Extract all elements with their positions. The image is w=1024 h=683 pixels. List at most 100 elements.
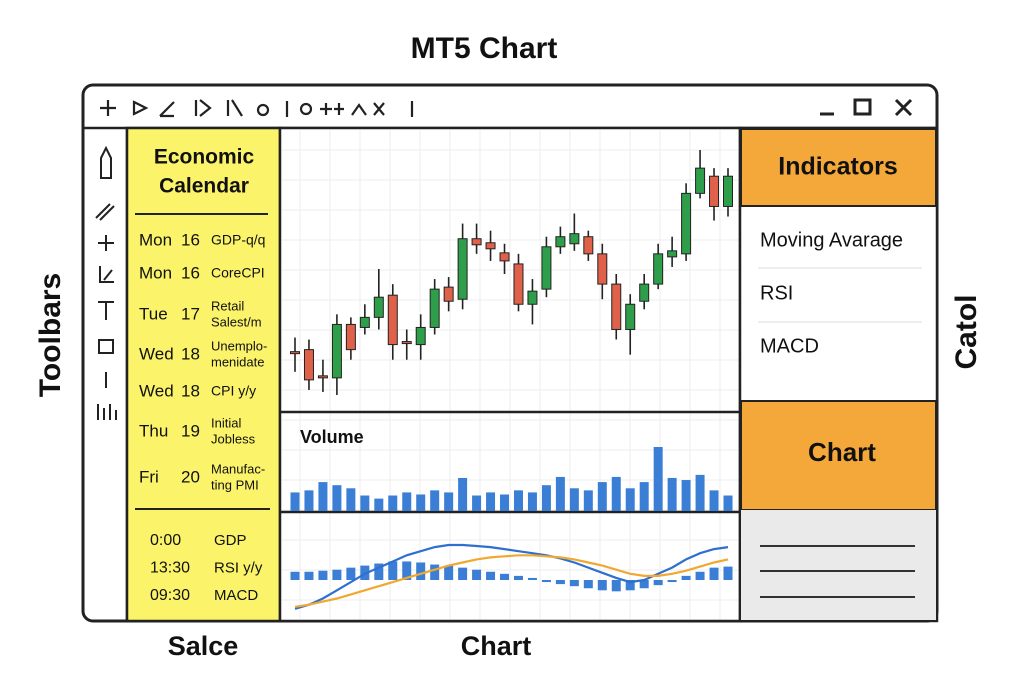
time: 0:00: [150, 532, 181, 549]
candle-body: [429, 288, 440, 328]
volume-bar: [653, 447, 663, 511]
calendar-panel: [125, 126, 282, 623]
candle-body: [499, 252, 510, 262]
macd-bar: [723, 566, 733, 580]
signal-line: [294, 554, 729, 608]
candle-body: [583, 236, 594, 255]
candle-body: [597, 253, 608, 285]
macd-bar: [472, 569, 482, 580]
volume-bar: [318, 482, 328, 511]
side-tools[interactable]: [95, 145, 117, 420]
day: Fri: [139, 467, 159, 486]
event: CPI y/y: [211, 383, 256, 399]
indicator-item[interactable]: RSI: [760, 282, 793, 304]
macd-bar: [500, 573, 510, 580]
volume-bar: [374, 498, 384, 511]
macd-bar: [486, 571, 496, 580]
day: Wed: [139, 381, 174, 400]
candle-body: [359, 316, 370, 328]
macd-bar: [388, 561, 398, 580]
macd-bar: [346, 567, 356, 580]
chart-button[interactable]: [740, 400, 937, 511]
volume-bar: [709, 490, 719, 511]
day: Thu: [139, 421, 168, 440]
candle-body: [401, 341, 412, 345]
indicator-item[interactable]: MACD: [760, 335, 819, 357]
candle-body: [611, 283, 622, 330]
candle-body: [695, 167, 706, 194]
toolbar-icons[interactable]: [100, 98, 913, 118]
date: 18: [181, 344, 200, 363]
macd-bar: [541, 580, 551, 583]
macd-bar: [597, 580, 607, 591]
macd-bar: [513, 575, 523, 580]
date: 16: [181, 230, 200, 249]
volume-bar: [332, 485, 342, 511]
event: RSI y/y: [214, 559, 263, 576]
time: 13:30: [150, 560, 190, 577]
candle-body: [569, 233, 580, 245]
event: GDP: [214, 532, 247, 549]
candle-body: [527, 290, 538, 305]
candle-body: [555, 236, 566, 248]
side-label: Catol: [950, 295, 983, 370]
bottom-label: Chart: [461, 631, 532, 661]
volume-bar: [444, 492, 454, 511]
event: MACD: [214, 587, 258, 604]
macd-bar: [458, 567, 468, 580]
macd-bar: [430, 564, 440, 580]
macd-bar: [653, 580, 663, 586]
event: Retail: [211, 298, 244, 313]
date: 19: [181, 421, 200, 440]
macd-bar: [555, 580, 565, 585]
indicators-header[interactable]: [740, 128, 937, 207]
macd-bar: [709, 567, 719, 580]
macd-bar: [332, 569, 342, 580]
volume-bar: [388, 495, 398, 511]
indicators-title: Indicators: [778, 153, 897, 181]
candle-body: [290, 351, 300, 355]
candle-body: [723, 175, 733, 207]
volume-bar: [500, 494, 510, 511]
volume-bar: [667, 477, 677, 511]
date: 17: [181, 304, 200, 323]
candle-body: [541, 246, 552, 290]
macd-bar: [569, 580, 579, 587]
volume-bar: [541, 485, 551, 511]
volume-bar: [472, 495, 482, 511]
volume-bar: [486, 492, 496, 511]
macd-bar: [444, 565, 454, 580]
macd-bar: [611, 580, 621, 592]
event: menidate: [211, 354, 264, 369]
candle-body: [317, 375, 328, 379]
macd-bar: [290, 571, 300, 580]
candle-body: [485, 242, 496, 250]
macd-bar: [625, 580, 635, 591]
volume-bar: [513, 490, 523, 511]
day: Mon: [139, 230, 172, 249]
candle-body: [513, 263, 524, 305]
candle-body: [303, 349, 314, 381]
volume-bar: [555, 476, 565, 511]
event: GDP-q/q: [211, 232, 265, 248]
event: Jobless: [211, 431, 256, 446]
macd-bar: [667, 580, 677, 583]
indicator-item[interactable]: Moving Avarage: [760, 229, 903, 251]
macd-bar: [639, 580, 649, 589]
event: Initial: [211, 415, 241, 430]
volume-bar: [290, 492, 300, 511]
bottom-label: Salce: [168, 631, 239, 661]
volume-bar: [304, 490, 314, 511]
chart-grid: [282, 130, 738, 619]
side-label: Toolbars: [34, 273, 67, 397]
page-title: MT5 Chart: [411, 32, 558, 65]
macd-bar: [416, 562, 426, 580]
candle-body: [415, 326, 426, 346]
candle-body: [681, 192, 692, 255]
candle-body: [443, 286, 454, 302]
chart-button-label: Chart: [808, 437, 876, 467]
calendar-title: Calendar: [159, 175, 249, 198]
macd-bar: [318, 570, 328, 580]
candle-body: [345, 323, 356, 351]
